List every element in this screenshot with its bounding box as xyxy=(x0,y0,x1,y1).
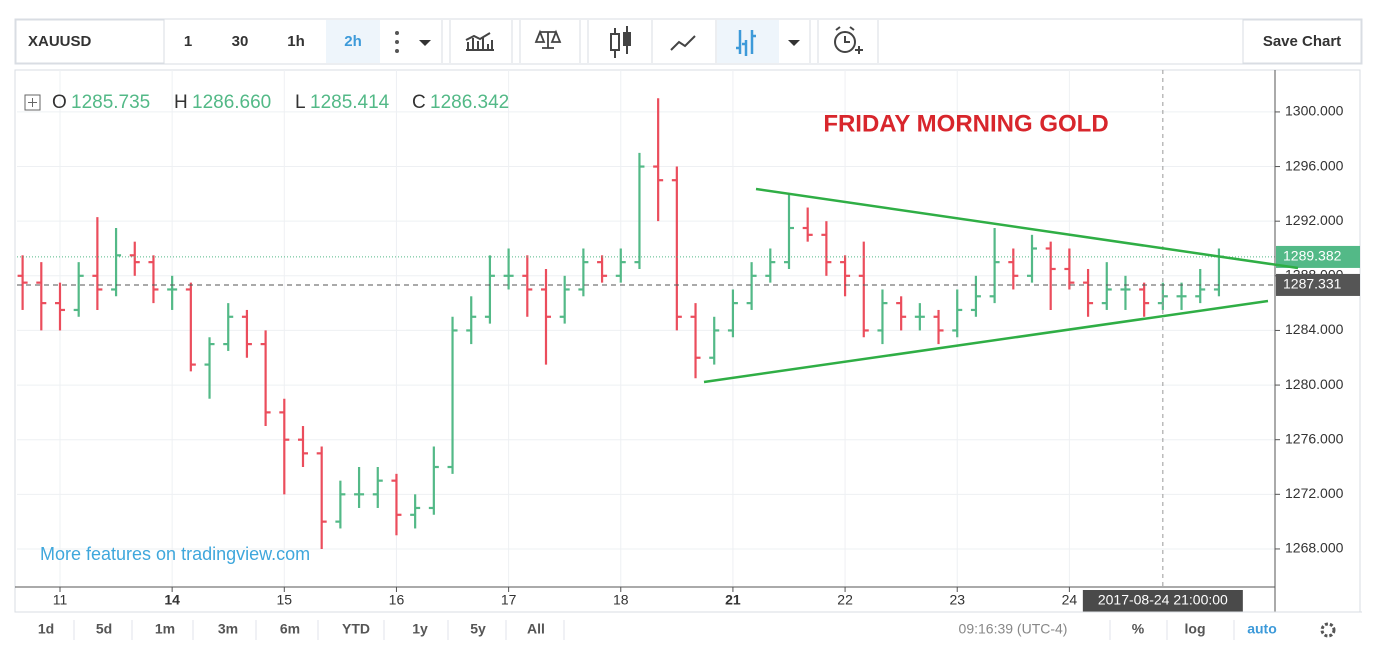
legend-key: O xyxy=(52,92,67,113)
range-button[interactable]: 1y xyxy=(412,621,428,637)
candle-icon xyxy=(623,32,631,46)
compare-icon[interactable] xyxy=(534,29,562,49)
range-button[interactable]: All xyxy=(527,621,545,637)
crosshair-label: 2017-08-24 21:00:00 xyxy=(1098,592,1228,608)
y-tick-label: 1284.000 xyxy=(1285,321,1344,337)
interval[interactable]: 30 xyxy=(232,33,249,50)
legend-icon xyxy=(28,98,37,107)
footer: 1d 5d 1m 3m 6m YTD 1y 5y All 09:16:39 (UTC-4)% log… xyxy=(38,620,1336,640)
clock: 09:16:39 (UTC-4) xyxy=(959,621,1068,637)
range-button[interactable]: 3m xyxy=(218,621,238,637)
symbol-box[interactable] xyxy=(15,19,165,64)
dropdown[interactable] xyxy=(419,40,431,46)
range-button[interactable]: YTD xyxy=(342,621,370,637)
legend-value: 1285.414 xyxy=(310,92,390,113)
range-button[interactable]: 5y xyxy=(470,621,486,637)
watermark[interactable]: More features on tradingview.com xyxy=(40,544,310,564)
candle-icon xyxy=(610,33,620,51)
save-label[interactable]: Save Chart xyxy=(1263,33,1341,50)
settings-icon[interactable] xyxy=(1320,622,1336,638)
legend-key: C xyxy=(412,92,426,113)
legend-key: H xyxy=(174,92,188,113)
more-icon[interactable] xyxy=(395,31,399,53)
x-tick-label: 23 xyxy=(949,592,965,608)
legend-value: 1286.342 xyxy=(430,92,509,113)
legend-key: L xyxy=(295,92,306,113)
x-tick-label: 22 xyxy=(837,592,853,608)
alert-icon[interactable] xyxy=(834,31,856,53)
indicators-icon[interactable] xyxy=(465,32,494,51)
y-tick-label: 1296.000 xyxy=(1285,157,1344,173)
y-tick-label: 1276.000 xyxy=(1285,430,1344,446)
trend-line xyxy=(703,299,1269,384)
price-label-box xyxy=(1276,273,1360,296)
price-label-box xyxy=(1276,245,1360,268)
plot: 1268.000 1272.000 1276.000 1280.000 1284.000… xyxy=(17,70,1360,612)
legend-value: 1285.735 xyxy=(71,92,150,113)
y-tick-label: 1272.000 xyxy=(1285,485,1344,501)
alert-icon xyxy=(835,26,863,54)
range-button[interactable]: 6m xyxy=(280,621,300,637)
annotation: FRIDAY MORNING GOLD xyxy=(823,110,1108,137)
x-tick-label: 11 xyxy=(53,592,68,608)
x-tick-label: 15 xyxy=(277,592,293,608)
price-label: 1289.382 xyxy=(1283,248,1342,264)
interval[interactable]: 1h xyxy=(287,33,305,50)
interval[interactable]: 1 xyxy=(184,33,192,50)
interval-active xyxy=(326,20,380,63)
chart-frame xyxy=(14,69,1361,613)
area-icon[interactable] xyxy=(670,35,696,51)
bars-active xyxy=(717,20,779,63)
range-button[interactable]: 1m xyxy=(155,621,175,637)
dropdown[interactable] xyxy=(788,40,800,46)
y-tick-label: 1292.000 xyxy=(1285,212,1344,228)
y-tick-label: 1268.000 xyxy=(1285,540,1344,556)
x-tick-label: 18 xyxy=(613,592,629,608)
interval[interactable]: 2h xyxy=(344,33,362,50)
y-tick-label: 1280.000 xyxy=(1285,376,1344,392)
price-label: 1287.331 xyxy=(1283,276,1342,292)
scale-button[interactable]: log xyxy=(1185,621,1206,637)
scale-button[interactable]: auto xyxy=(1247,621,1277,637)
x-tick-label: 21 xyxy=(725,592,741,608)
crosshair-label-box xyxy=(1082,590,1243,612)
x-tick-label: 14 xyxy=(164,592,180,608)
legend-icon[interactable] xyxy=(24,94,41,111)
range-button[interactable]: 1d xyxy=(38,621,54,637)
x-tick-label: 16 xyxy=(389,592,405,608)
y-tick-label: 1300.000 xyxy=(1285,103,1344,119)
bars-icon[interactable] xyxy=(736,30,756,56)
range-button[interactable]: 5d xyxy=(96,621,112,637)
symbol[interactable]: XAUUSD xyxy=(28,33,92,50)
x-tick-label: 24 xyxy=(1062,592,1078,608)
scale-button[interactable]: % xyxy=(1132,621,1145,637)
save-button[interactable] xyxy=(1242,19,1362,64)
legend-value: 1286.660 xyxy=(192,92,271,113)
trend-line xyxy=(755,187,1299,270)
x-tick-label: 17 xyxy=(501,592,517,608)
